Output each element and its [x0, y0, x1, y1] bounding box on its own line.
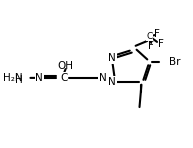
Text: Br: Br [169, 57, 180, 67]
Text: F: F [148, 41, 154, 51]
Text: C: C [146, 32, 152, 41]
Text: N: N [36, 73, 43, 83]
Text: N: N [108, 53, 116, 63]
Text: H₂N: H₂N [3, 73, 23, 83]
Text: N: N [99, 73, 106, 83]
Text: F: F [158, 39, 164, 49]
Text: N: N [108, 77, 116, 87]
Text: C: C [60, 73, 67, 83]
Text: F: F [154, 29, 160, 39]
Text: OH: OH [58, 61, 74, 71]
Text: H: H [15, 75, 23, 85]
